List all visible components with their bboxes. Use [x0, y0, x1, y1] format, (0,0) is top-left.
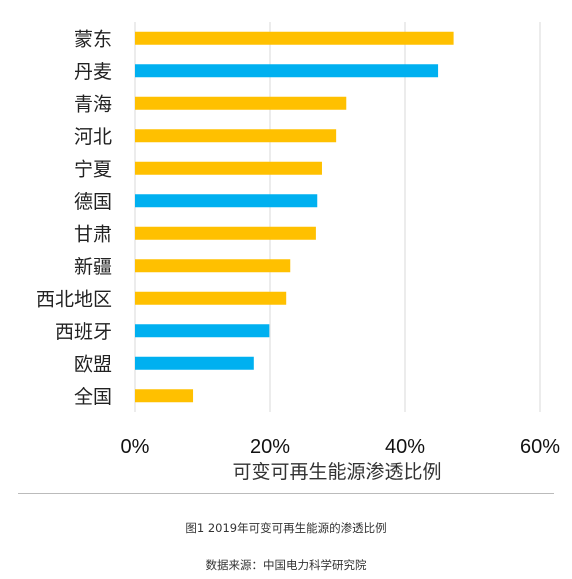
x-tick-labels: 0% 20% 40% 60% [121, 436, 561, 458]
category-label: 宁夏 [74, 158, 112, 180]
bar [135, 324, 270, 338]
category-label: 全国 [74, 386, 112, 408]
chart-gridlines [134, 22, 541, 412]
category-label: 甘肃 [74, 223, 112, 245]
bar [135, 291, 287, 305]
bar [135, 64, 439, 78]
bar [135, 96, 347, 110]
x-axis-title: 可变可再生能源渗透比例 [232, 461, 441, 483]
figure-caption: 图1 2019年可变可再生能源的渗透比例 [185, 521, 387, 535]
category-label: 丹麦 [74, 61, 112, 83]
category-label: 蒙东 [74, 28, 112, 50]
bar [135, 31, 454, 45]
x-tick-label: 40% [385, 436, 425, 458]
category-label: 河北 [74, 126, 112, 148]
bar [135, 389, 194, 403]
category-label: 青海 [74, 93, 112, 115]
data-source: 数据来源：中国电力科学研究院 [205, 558, 367, 572]
category-label: 西北地区 [36, 288, 112, 310]
category-label: 新疆 [74, 256, 112, 278]
bar [135, 129, 337, 143]
category-label: 德国 [74, 191, 112, 213]
bar [135, 259, 291, 273]
x-tick-label: 0% [121, 436, 150, 458]
bar [135, 194, 318, 208]
bar [135, 356, 254, 370]
x-tick-label: 20% [250, 436, 290, 458]
bar [135, 161, 322, 175]
x-tick-label: 60% [520, 436, 560, 458]
bar [135, 226, 316, 240]
chart-bars [135, 31, 454, 403]
category-label: 欧盟 [74, 353, 112, 375]
category-label: 西班牙 [55, 321, 112, 343]
divider [18, 493, 554, 494]
